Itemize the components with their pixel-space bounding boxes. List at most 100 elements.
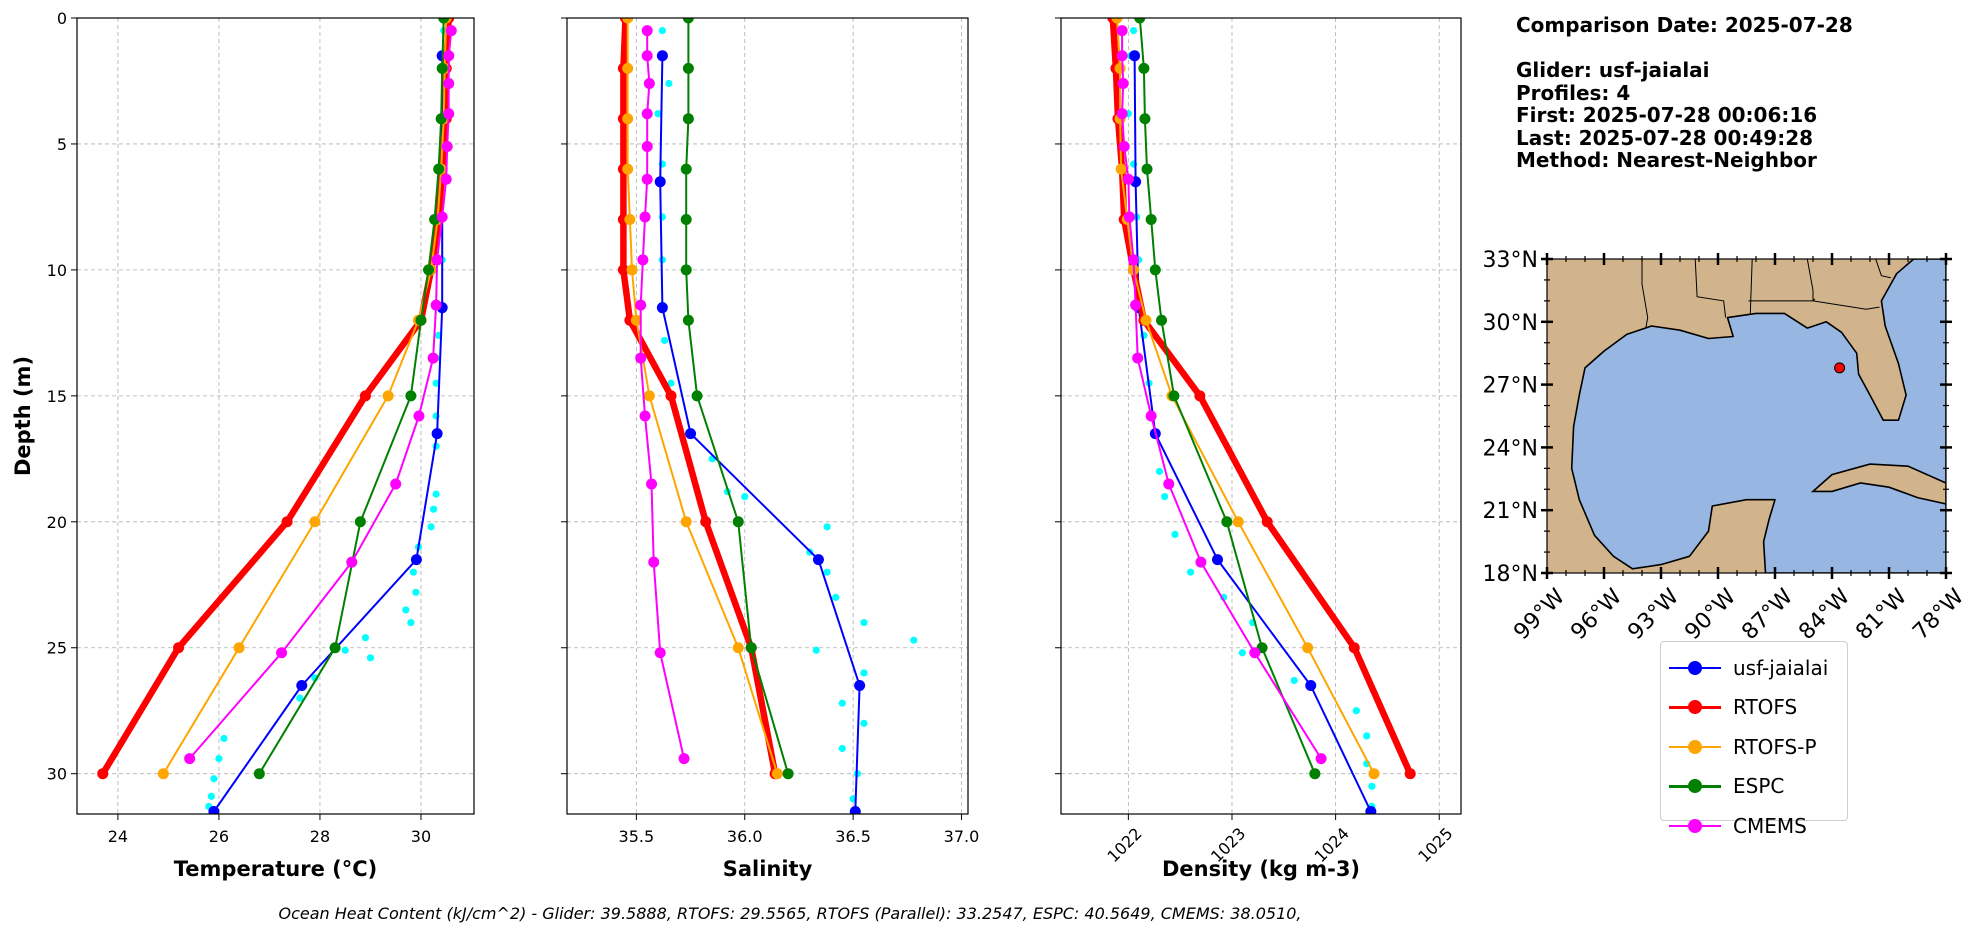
raw-glider-point [910,636,918,644]
series-point-usf-jaialai [1129,50,1141,62]
series-point-espc [1221,516,1233,528]
raw-glider-point [838,744,846,753]
map-lat-label: 21°N [1483,499,1538,524]
raw-glider-point [361,634,370,642]
series-point-cmems [390,478,402,490]
series-point-usf-jaialai [1305,680,1317,692]
series-point-rtofs-p [233,642,245,654]
raw-glider-point [860,618,868,627]
map-lon-label: 90°W [1680,584,1741,645]
series-point-rtofs-p [1115,163,1127,175]
raw-glider-point [823,523,831,531]
cuba-land [1810,463,1946,505]
series-point-cmems [1118,140,1130,152]
series-point-cmems [443,50,455,62]
series-point-rtofs-p [622,62,634,74]
series-point-espc [732,516,744,528]
series-point-cmems [641,25,653,37]
series-point-rtofs-p [382,390,394,402]
series-point-espc [1156,314,1168,326]
profile-panel-0: 24 26 28 30 0 5 10 15 20 25 30 Temperature (°C) Dept… [11,9,475,881]
state-border [1749,259,1753,314]
x-tick-label: 30 [411,827,431,846]
series-point-usf-jaialai [854,680,866,692]
series-point-cmems [431,254,443,266]
plot-area [617,18,918,814]
raw-glider-point [1238,649,1246,657]
map-lon-label: 78°W [1908,584,1969,645]
series-point-cmems [184,753,196,765]
raw-glider-point [1352,707,1360,715]
raw-glider-point [402,606,410,614]
series-point-cmems [641,173,653,185]
series-point-cmems [648,556,660,568]
raw-glider-point [860,719,868,727]
raw-glider-point [838,699,846,707]
series-point-usf-jaialai [656,302,668,314]
raw-glider-point [1363,732,1371,740]
series-point-cmems [441,140,453,152]
series-point-rtofs-p [643,390,655,402]
series-point-cmems [276,647,288,659]
series-point-rtofs [1194,390,1206,402]
legend-item-cmems: CMEMS [1669,806,1839,846]
series-point-cmems [641,50,653,62]
series-point-usf-jaialai [1211,554,1223,566]
axes-frame [566,17,969,815]
series-point-cmems [639,410,651,422]
series-point-cmems [635,352,647,364]
series-point-rtofs-p [630,314,642,326]
series-point-rtofs [97,768,109,780]
raw-glider-point [427,523,435,531]
series-point-espc [1149,264,1161,276]
series-point-espc [438,18,450,24]
raw-glider-point [1161,493,1169,501]
x-axis-label: Salinity [723,857,813,881]
series-point-cmems [413,410,425,422]
legend-label: RTOFS [1733,695,1798,720]
series-point-rtofs [1348,642,1360,654]
raw-glider-point [220,734,228,743]
raw-glider-point [654,110,662,118]
series-line-usf-jaialai [213,55,444,813]
series-point-rtofs-p [622,113,634,125]
series-point-espc [1145,214,1157,226]
series-point-espc [680,163,692,175]
map-lon-label: 99°W [1509,584,1570,645]
series-point-cmems [635,299,647,311]
raw-glider-point [658,26,666,35]
state-border [1875,259,1892,279]
x-axis-label: Density (kg m-3) [1162,857,1360,881]
y-tick-label: 30 [47,765,67,784]
x-tick-label: 1025 [1414,824,1456,866]
series-point-cmems [443,77,455,89]
legend-label: CMEMS [1733,813,1807,838]
y-axis-label: Depth (m) [11,356,35,476]
series-point-cmems [1122,173,1134,185]
series-point-rtofs-p [680,516,692,528]
series-point-usf-jaialai [685,428,697,440]
series-point-rtofs-p [626,264,638,276]
series-point-espc [436,62,448,74]
legend-swatch-icon [1669,818,1721,833]
series-point-espc [433,163,445,175]
first-time: First: 2025-07-28 00:06:16 [1516,103,1818,127]
series-point-rtofs-p [309,516,321,528]
series-point-cmems [443,108,455,120]
legend-item-espc: ESPC [1669,767,1839,807]
raw-glider-point [665,79,673,88]
map-lon-label: 84°W [1794,584,1855,645]
raw-glider-point [667,379,675,387]
series-point-espc [745,642,757,654]
raw-glider-point [860,669,868,677]
series-point-espc [1134,18,1146,24]
raw-glider-point [296,694,304,702]
series-point-cmems [427,352,439,364]
x-axis-label: Temperature (°C) [174,857,377,881]
series-point-rtofs [359,390,371,402]
legend-swatch-icon [1669,739,1721,754]
legend-item-rtofs-p: RTOFS-P [1669,727,1839,767]
series-point-cmems [646,478,658,490]
series-point-rtofs-p [1111,18,1123,24]
raw-glider-point [1155,467,1164,476]
